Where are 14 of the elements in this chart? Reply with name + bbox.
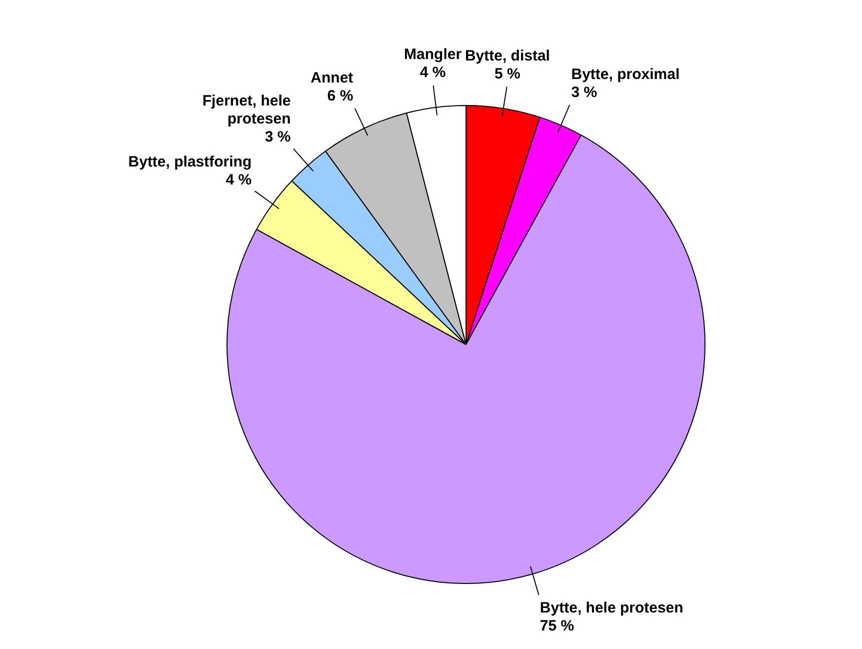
data-label: 4 % [226,171,252,188]
data-label: 5 % [494,65,520,82]
slice-label: Bytte, hele protesen [540,600,684,617]
slice-label: Bytte, plastforing [128,153,252,170]
data-label: 3 % [571,84,598,101]
slice-label: Fjernet, hele protesen [202,92,291,128]
slice-label: Bytte, distal [464,47,550,64]
slice-label: Annet [310,69,354,86]
data-label: 75 % [540,618,574,635]
slice-label: Bytte, proximal [571,66,680,83]
data-label: 4 % [420,64,446,82]
slice-label: Mangler [404,46,462,64]
data-label: 6 % [327,87,354,104]
data-label: 3 % [264,128,291,146]
